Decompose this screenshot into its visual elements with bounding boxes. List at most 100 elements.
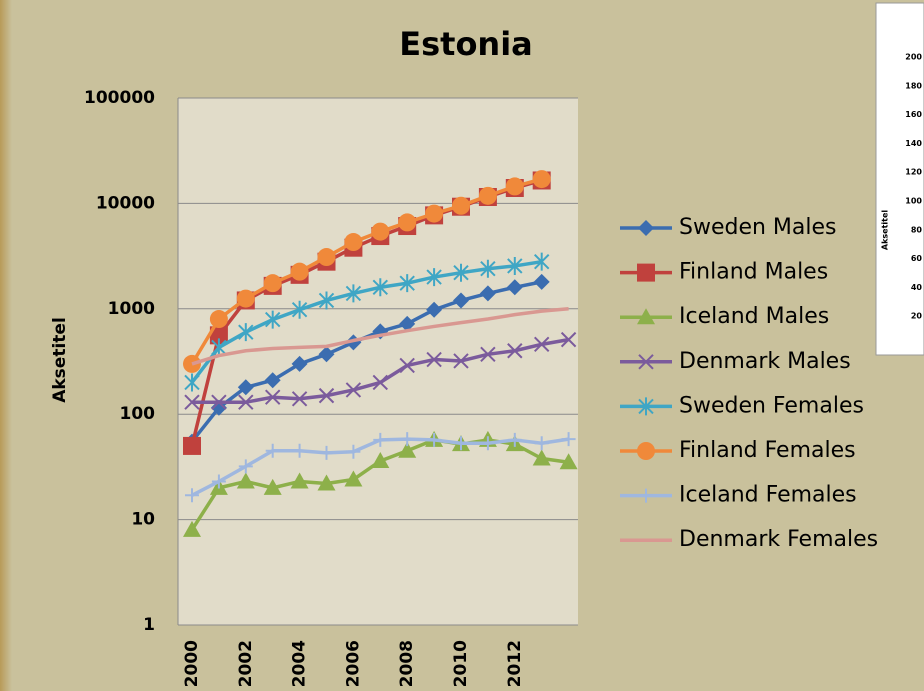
marker [559, 453, 578, 470]
marker [398, 213, 417, 232]
marker [345, 284, 362, 303]
marker [478, 186, 497, 205]
marker [263, 274, 282, 293]
marker [184, 394, 200, 410]
marker [209, 326, 228, 345]
marker [533, 336, 550, 353]
marker [399, 274, 415, 293]
x-tick-label: 2002 [236, 640, 256, 687]
marker [373, 432, 388, 447]
inset-y-tick-label: 60 [911, 254, 923, 263]
marker [264, 389, 281, 405]
marker [317, 474, 336, 491]
legend-label: Denmark Males [679, 349, 851, 374]
x-tick-label: 2004 [290, 640, 310, 687]
y-tick-label: 100 [120, 404, 156, 424]
marker [209, 310, 228, 329]
inset-y-tick-label: 80 [911, 225, 923, 234]
marker [453, 292, 469, 309]
marker [183, 520, 201, 537]
marker [264, 310, 281, 329]
marker [453, 353, 469, 369]
y-tick-label: 100000 [84, 88, 155, 108]
marker [292, 443, 307, 458]
series-line [191, 307, 569, 366]
marker [507, 256, 523, 275]
marker [183, 436, 201, 455]
marker [236, 289, 255, 308]
inset-y-tick-label: 120 [905, 168, 922, 177]
marker [318, 291, 335, 310]
marker [344, 233, 363, 252]
y-tick-label: 1000 [108, 299, 155, 319]
y-tick-label: 10 [131, 510, 155, 530]
legend-label: Sweden Males [679, 215, 837, 240]
inset-y-tick-label: 140 [905, 139, 922, 148]
marker [479, 285, 496, 302]
marker [291, 300, 308, 319]
marker [426, 268, 442, 287]
marker [637, 263, 655, 282]
marker [291, 355, 308, 372]
legend-label: Iceland Males [679, 304, 829, 329]
marker [560, 331, 577, 348]
legend-label: Denmark Females [679, 527, 878, 552]
y-axis-label: Aksetitel [50, 317, 70, 403]
inset-panel [875, 2, 924, 356]
marker [290, 472, 309, 489]
marker [372, 278, 389, 297]
y-tick-label: 1 [143, 615, 155, 635]
series-line [190, 259, 542, 384]
inset-y-tick-label: 180 [905, 81, 922, 90]
x-tick-label: 2006 [343, 640, 363, 687]
marker [561, 432, 576, 447]
marker [452, 196, 470, 215]
marker [399, 315, 416, 332]
y-tick-label: 10000 [96, 193, 155, 213]
marker [638, 220, 654, 236]
inset-y-tick-label: 100 [905, 197, 922, 206]
marker [238, 323, 254, 342]
marker [637, 442, 655, 460]
marker [184, 373, 200, 392]
marker [505, 177, 524, 196]
marker [480, 436, 495, 451]
marker [638, 397, 654, 416]
marker [426, 351, 442, 368]
marker [236, 472, 255, 489]
marker [453, 263, 469, 282]
legend-label: Finland Males [679, 260, 828, 285]
marker [265, 443, 280, 458]
marker [639, 488, 653, 503]
marker [426, 301, 443, 318]
marker [425, 204, 444, 223]
marker [346, 444, 361, 459]
marker [318, 346, 335, 363]
frame-edge [0, 0, 12, 691]
marker [371, 451, 390, 468]
marker [211, 338, 227, 357]
marker [506, 279, 523, 296]
marker [637, 308, 655, 325]
inset-y-tick-label: 200 [905, 53, 922, 62]
inset-y-tick-label: 20 [911, 312, 923, 321]
marker [317, 248, 336, 267]
x-tick-label: 2000 [182, 640, 202, 687]
marker [264, 372, 281, 389]
marker [237, 379, 254, 396]
inset-y-axis-label: Aksetitel [881, 210, 890, 251]
marker [345, 382, 362, 398]
marker [480, 346, 496, 363]
marker [185, 488, 199, 503]
marker [371, 222, 390, 241]
x-tick-label: 2010 [451, 640, 471, 687]
x-tick-label: 2008 [397, 640, 417, 687]
marker [238, 394, 254, 410]
inset-y-tick-label: 160 [905, 110, 922, 119]
x-tick-label: 2012 [505, 640, 525, 687]
legend-label: Iceland Females [679, 483, 857, 508]
marker [238, 459, 253, 474]
marker [532, 170, 551, 189]
